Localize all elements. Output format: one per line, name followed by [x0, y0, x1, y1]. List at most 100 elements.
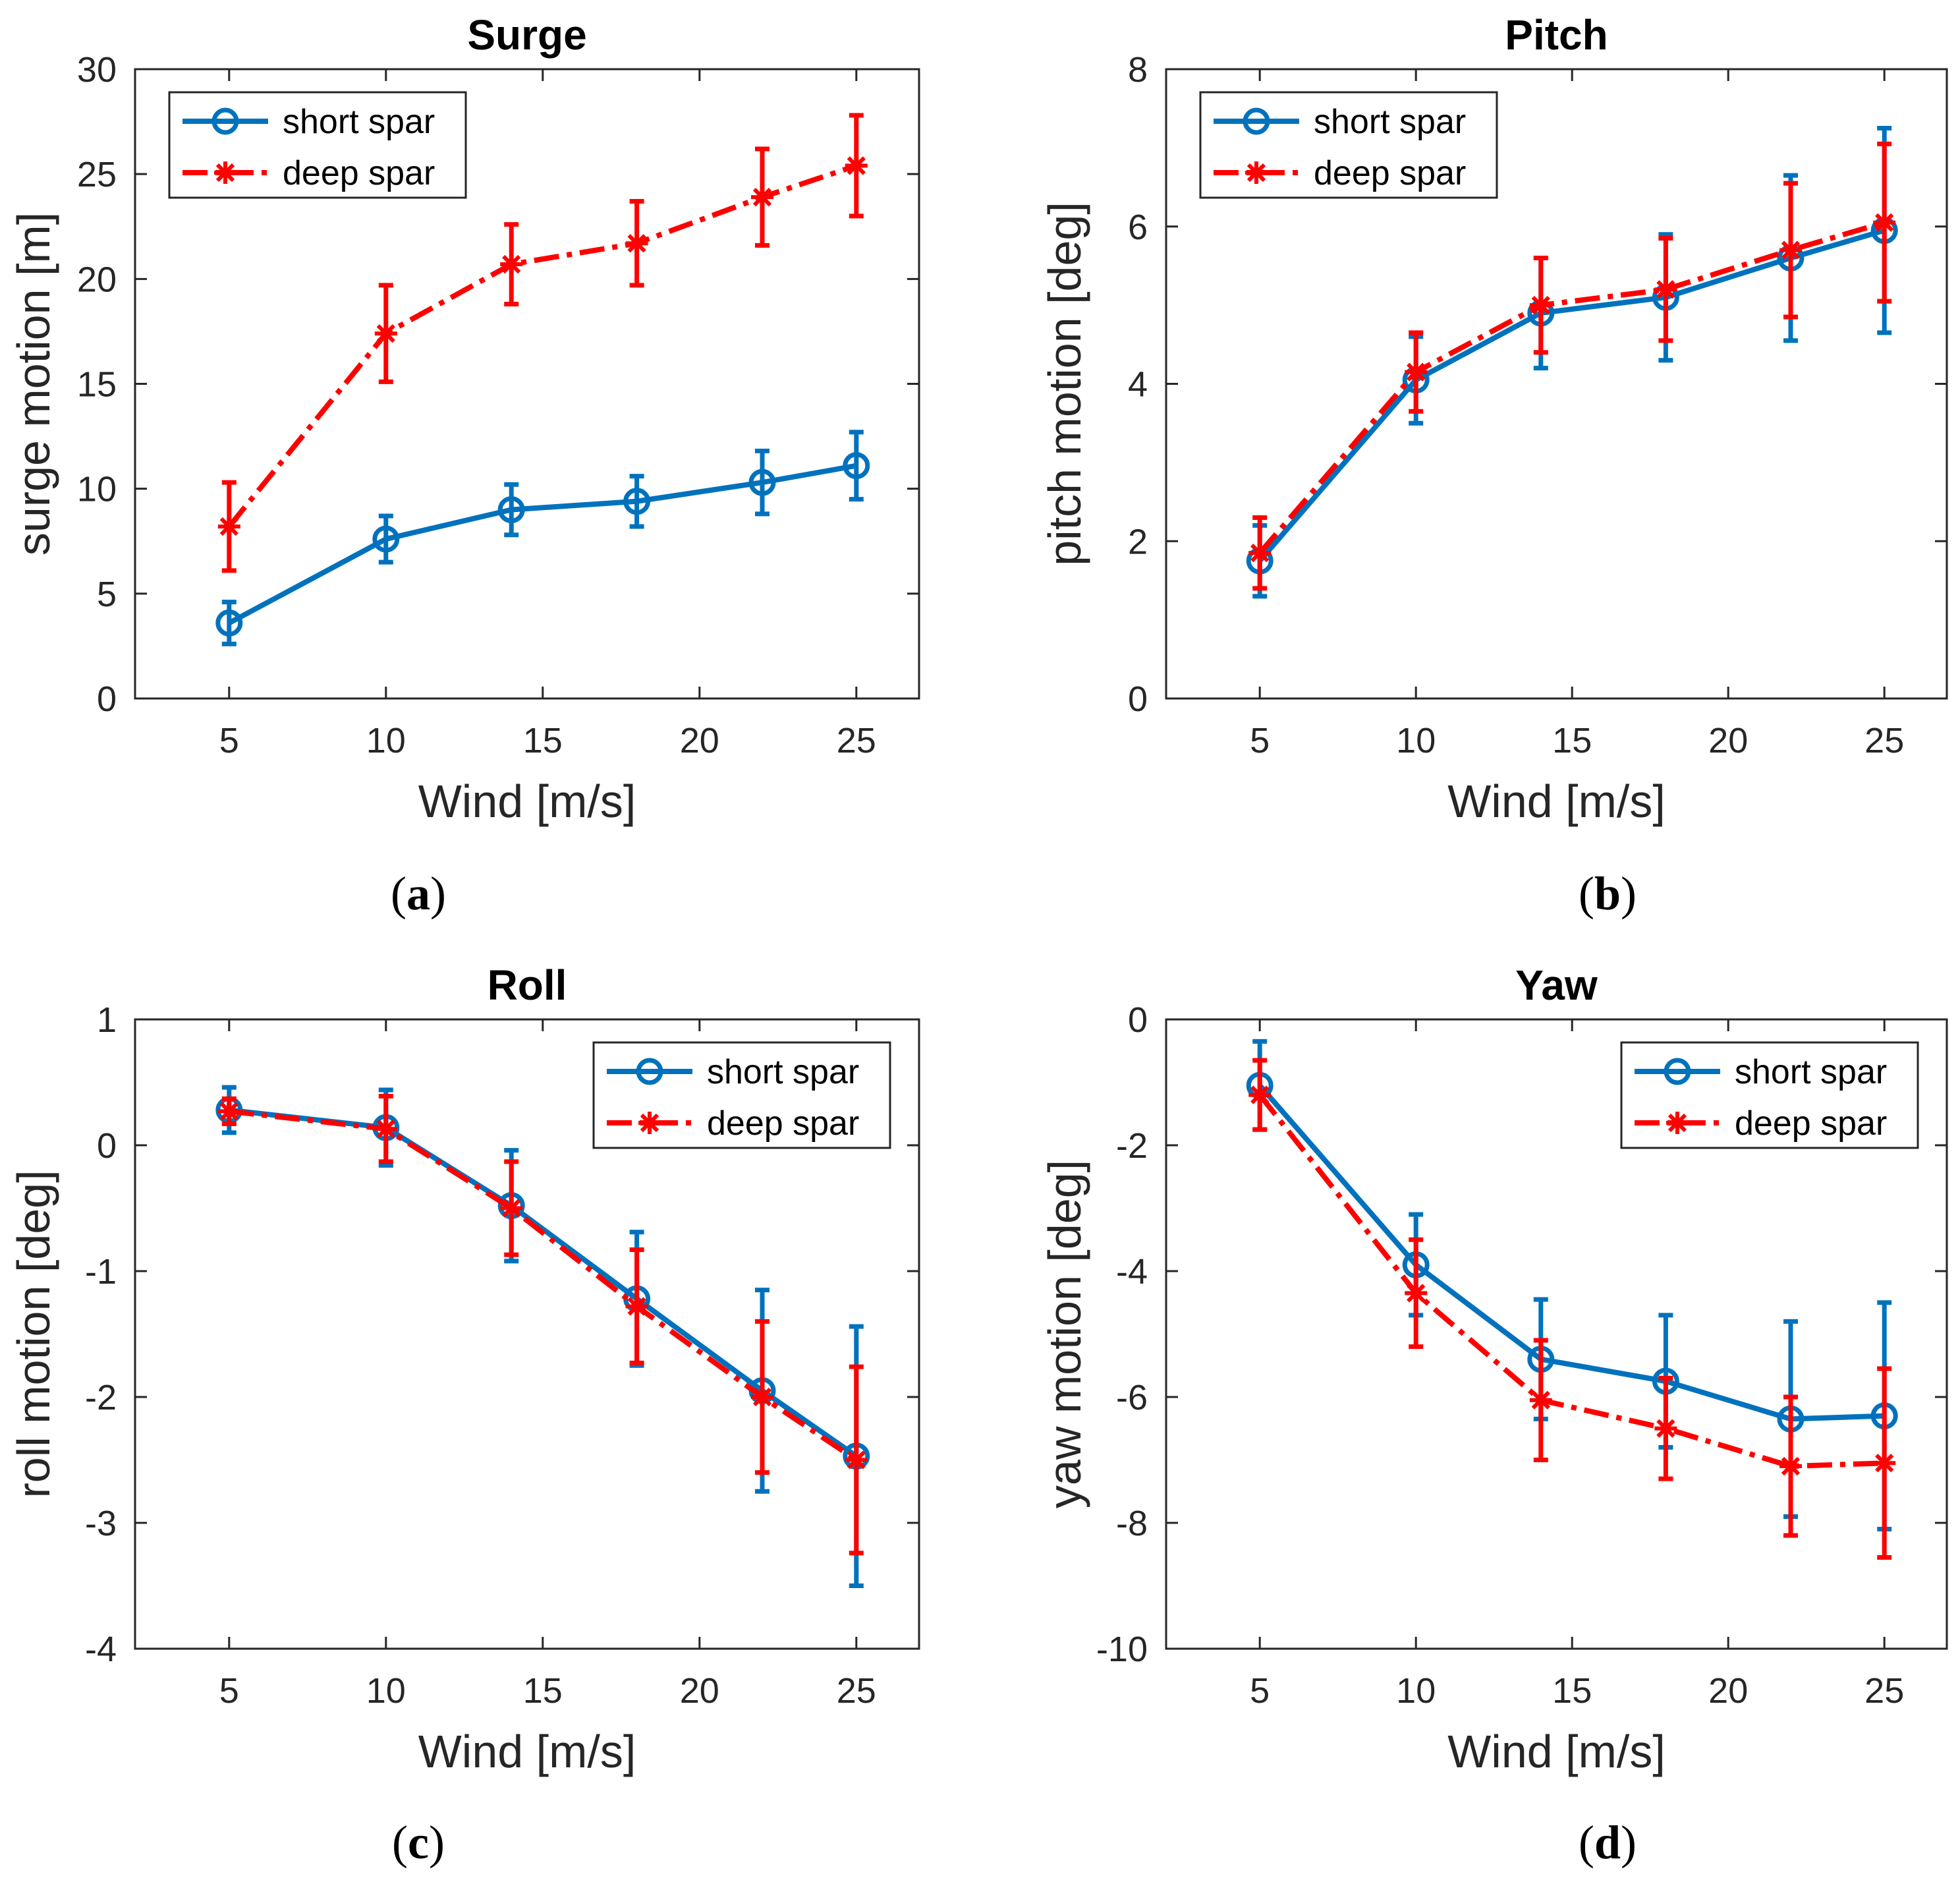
x-tick-label: 15 [523, 1671, 563, 1711]
y-tick-label: 0 [1128, 679, 1148, 719]
series-short-spar [215, 430, 870, 646]
data-point [845, 154, 868, 177]
data-point [843, 452, 870, 480]
y-axis-label: roll motion [deg] [8, 1170, 59, 1498]
y-tick-label: 6 [1128, 208, 1148, 247]
y-axis-label: yaw motion [deg] [1039, 1160, 1090, 1508]
data-point [625, 232, 648, 255]
y-tick-label: 10 [77, 470, 117, 509]
data-point [623, 488, 651, 515]
chart-title: Surge [467, 11, 586, 59]
x-axis-label: Wind [m/s] [418, 1726, 636, 1777]
x-tick-label: 15 [523, 721, 563, 760]
legend-label: short spar [1314, 103, 1466, 141]
data-point [1654, 1417, 1677, 1440]
y-tick-label: -4 [85, 1630, 117, 1669]
data-point [1248, 1083, 1272, 1106]
y-tick-label: 0 [97, 679, 117, 719]
y-tick-label: -4 [1116, 1252, 1148, 1292]
data-point [374, 322, 397, 345]
legend-label: deep spar [1735, 1104, 1887, 1143]
data-point [751, 1386, 773, 1408]
data-point [1873, 211, 1896, 234]
legend: short spar deep spar [168, 91, 467, 199]
y-tick-label: 4 [1128, 365, 1148, 405]
data-point [1529, 294, 1552, 317]
legend-marker [636, 1058, 663, 1085]
legend-label: deep spar [707, 1104, 859, 1143]
y-tick-label: -8 [1116, 1504, 1148, 1543]
x-tick-label: 5 [219, 1671, 239, 1711]
legend-marker [211, 107, 239, 135]
y-tick-label: 30 [77, 50, 117, 90]
panel-label-a: (a) [391, 867, 446, 920]
data-point [1248, 542, 1272, 565]
x-tick-label: 15 [1552, 721, 1592, 760]
legend-marker [1245, 161, 1268, 184]
series-line [1258, 219, 1886, 555]
legend-marker [638, 1112, 661, 1134]
x-tick-label: 25 [1864, 1671, 1904, 1711]
chart-title: Pitch [1505, 11, 1608, 59]
x-tick-label: 10 [366, 1671, 406, 1711]
data-point [500, 253, 523, 276]
y-axis-label: pitch motion [deg] [1039, 202, 1090, 566]
y-tick-label: 15 [77, 365, 117, 405]
panel-label-d: (d) [1578, 1816, 1637, 1869]
x-tick-label: 5 [219, 721, 239, 760]
chart-title: Yaw [1515, 961, 1598, 1009]
legend-label: deep spar [283, 154, 435, 192]
legend-label: short spar [707, 1053, 859, 1091]
chart-surge: 5 10 15 20 25 0 5 10 15 20 25 30 Surge Wind [m/s] surg… [8, 11, 920, 827]
series-deep-spar [217, 113, 868, 573]
series-line [227, 463, 857, 625]
data-point [1779, 1455, 1802, 1478]
legend-label: short spar [283, 103, 435, 141]
x-tick-label: 10 [1396, 721, 1436, 760]
chart-yaw: 5 10 15 20 25 -10 -8 -6 -4 -2 0 Yaw Wind [m/s] yaw mo… [1039, 961, 1948, 1777]
series-line [1258, 1083, 1885, 1422]
data-point [625, 1295, 648, 1318]
x-tick-label: 10 [1396, 1671, 1436, 1711]
x-tick-label: 5 [1250, 721, 1270, 760]
y-tick-label: -2 [1116, 1126, 1148, 1166]
data-point [217, 1100, 240, 1123]
series-line [229, 1107, 858, 1459]
x-tick-label: 20 [680, 721, 719, 760]
x-tick-label: 20 [1708, 1671, 1748, 1711]
legend-label: deep spar [1314, 154, 1466, 192]
data-point [748, 469, 776, 496]
panel-label-b: (b) [1578, 867, 1637, 920]
x-tick-label: 25 [837, 1671, 876, 1711]
y-tick-label: -10 [1096, 1630, 1148, 1669]
legend: short spar deep spar [1620, 1041, 1919, 1149]
data-point [1873, 1452, 1896, 1475]
y-axis-label: surge motion [m] [8, 212, 59, 555]
legend: short spar deep spar [1199, 91, 1498, 199]
data-point [1405, 1282, 1428, 1305]
y-tick-label: -3 [85, 1504, 117, 1543]
series-line [229, 1108, 858, 1462]
y-tick-label: 2 [1128, 522, 1148, 561]
data-point [217, 515, 240, 538]
x-axis-label: Wind [m/s] [418, 776, 636, 827]
data-point [372, 525, 400, 553]
panel-label-c: (c) [392, 1816, 445, 1869]
y-tick-label: 0 [1128, 1000, 1148, 1040]
series-deep-spar [217, 1094, 868, 1556]
data-point [215, 609, 243, 637]
y-tick-label: 20 [77, 260, 117, 299]
y-tick-label: 25 [77, 155, 117, 194]
data-point [374, 1118, 397, 1141]
y-tick-label: -2 [85, 1378, 117, 1417]
data-point [1405, 360, 1428, 384]
y-tick-label: -1 [85, 1252, 117, 1292]
data-point [497, 496, 525, 523]
x-tick-label: 20 [680, 1671, 719, 1711]
legend-label: short spar [1735, 1053, 1887, 1091]
legend-marker [1664, 1058, 1691, 1085]
x-tick-label: 5 [1250, 1671, 1270, 1711]
x-tick-label: 25 [1864, 721, 1904, 760]
legend: short spar deep spar [592, 1041, 891, 1149]
y-tick-label: 1 [97, 1000, 117, 1040]
